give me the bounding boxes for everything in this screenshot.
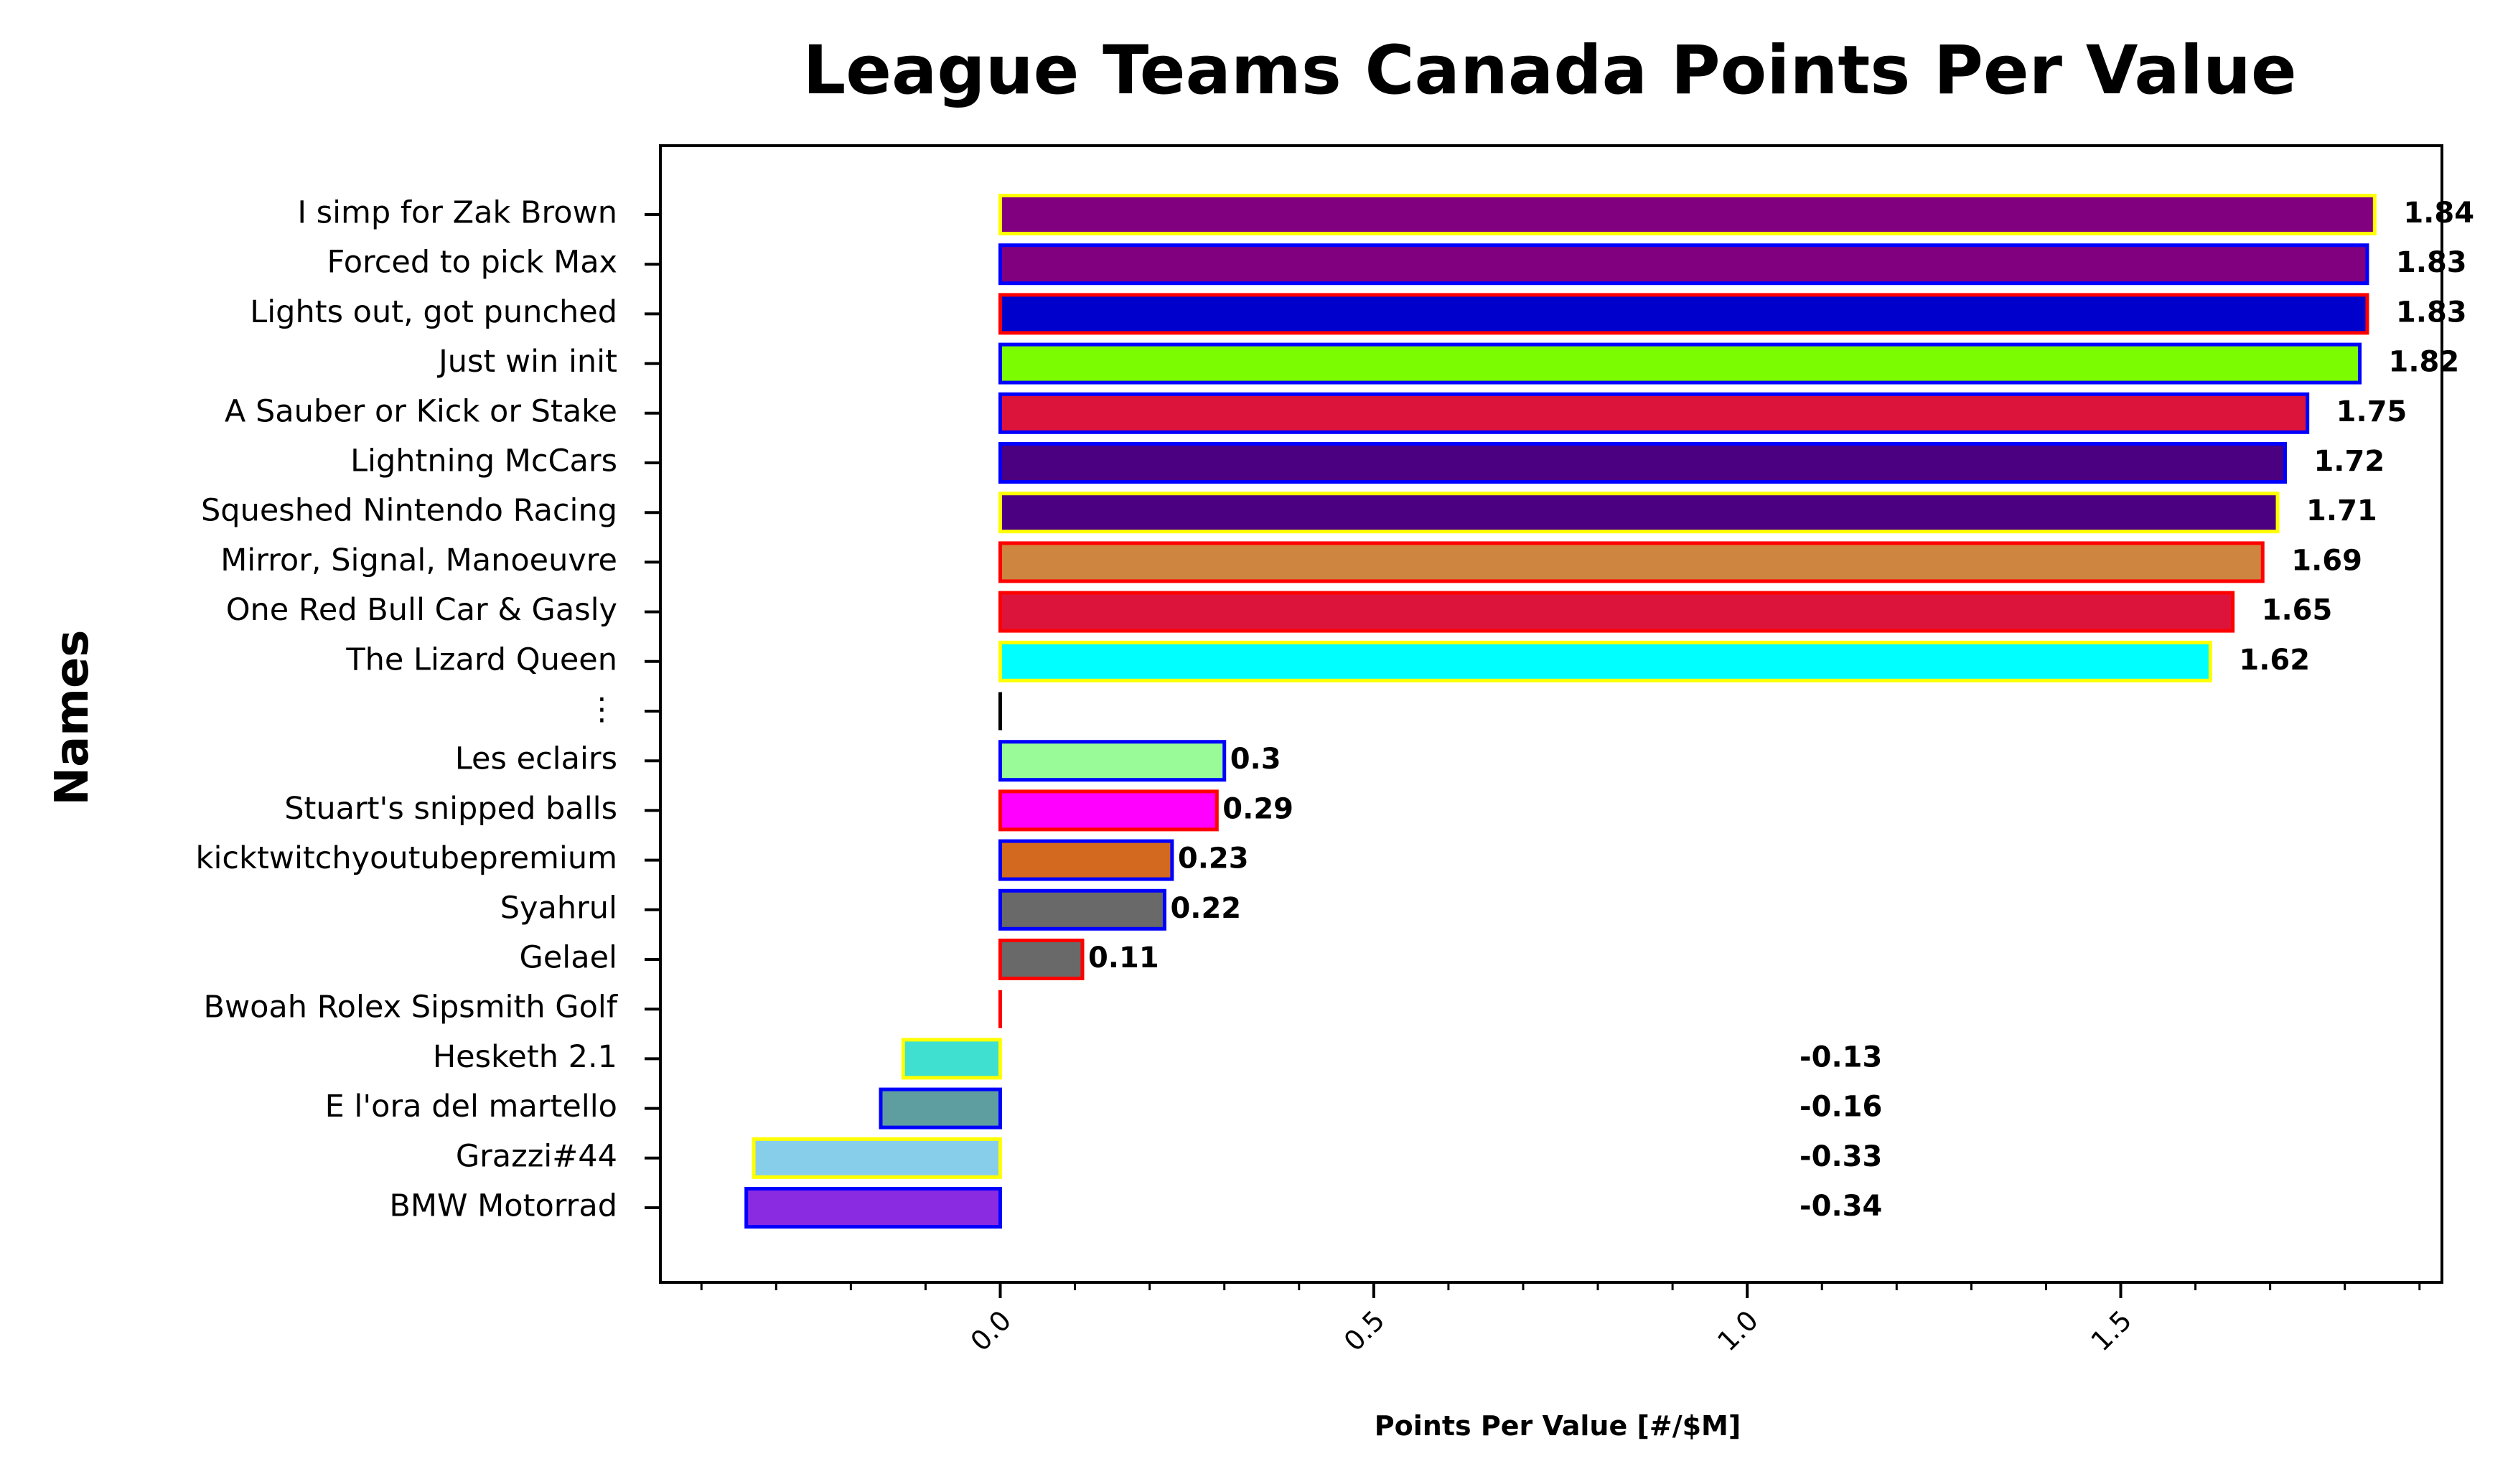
bar-value-label: 1.83 [2396, 296, 2467, 329]
bar-value-label: 1.62 [2239, 644, 2310, 677]
bar-value-label: 0.29 [1222, 792, 1293, 825]
y-tick-label: kicktwitchyoutubepremium [196, 840, 617, 876]
bar [901, 1038, 1003, 1080]
chart-title: League Teams Canada Points Per Value [802, 32, 2296, 110]
y-tick-label: One Red Bull Car & Gasly [226, 592, 617, 628]
x-tick-label: 1.5 [2084, 1305, 2138, 1358]
y-tick-label: Grazzi#44 [456, 1138, 617, 1174]
bar-value-label: 0.3 [1230, 743, 1281, 776]
bar-value-label: 0.22 [1170, 892, 1241, 925]
bar-value-label: -0.34 [1800, 1190, 1882, 1223]
bar-value-label: 1.72 [2313, 445, 2385, 478]
bar [998, 939, 1085, 980]
x-tick-label: 0.5 [1338, 1305, 1391, 1358]
y-tick-label: Squeshed Nintendo Racing [201, 493, 617, 529]
bar [998, 789, 1219, 832]
bar [998, 888, 1166, 931]
bar [998, 839, 1174, 881]
y-tick-label: Just win init [436, 344, 617, 380]
bar-value-label: 1.75 [2336, 395, 2407, 428]
bar [998, 342, 2362, 385]
bar [998, 243, 2369, 286]
bar-value-label: 0.11 [1088, 941, 1159, 975]
y-tick-label: Stuart's snipped balls [284, 791, 617, 827]
bar-value-label: 1.65 [2262, 594, 2333, 627]
bar [998, 492, 2280, 534]
bar-value-label: -0.16 [1800, 1091, 1882, 1124]
bar [998, 541, 2265, 583]
y-tick-label: Hesketh 2.1 [433, 1039, 617, 1075]
bar [744, 1187, 1003, 1229]
bar-value-label: 1.69 [2291, 544, 2362, 577]
bar [998, 640, 2212, 682]
plot-frame [659, 144, 2443, 1284]
bar-value-label: -0.33 [1800, 1140, 1882, 1173]
bar-value-label: 1.83 [2396, 246, 2467, 279]
y-tick-label: BMW Motorrad [389, 1188, 617, 1224]
chart-marks: I simp for Zak Brown 1.84 Forced to pick M… [196, 194, 2474, 1358]
bar-value-label: 1.71 [2306, 494, 2377, 527]
bar [998, 591, 2235, 633]
y-tick-label: Mirror, Signal, Manoeuvre [220, 543, 617, 578]
y-tick-label: The Lizard Queen [345, 642, 617, 677]
bar-value-label: -0.13 [1800, 1041, 1882, 1074]
bar-value-label: 1.82 [2389, 346, 2460, 379]
y-tick-label: Les eclairs [455, 741, 617, 777]
y-axis-label: Names [46, 630, 99, 806]
y-tick-label: Lightning McCars [350, 443, 617, 479]
bar [879, 1087, 1003, 1130]
x-tick-label: 0.0 [964, 1305, 1017, 1358]
bar-value-label: 1.84 [2403, 197, 2474, 230]
bar [998, 392, 2310, 434]
y-tick-label: ⋮ [586, 692, 617, 728]
bar [998, 194, 2377, 235]
bar [998, 442, 2287, 484]
y-tick-label: Syahrul [500, 890, 617, 926]
y-tick-label: E l'ora del martello [325, 1089, 617, 1124]
y-tick-label: Forced to pick Max [327, 245, 618, 281]
x-tick-label: 1.0 [1711, 1305, 1764, 1358]
x-axis-label: Points Per Value [#/$M] [1375, 1410, 1741, 1442]
bar [998, 293, 2369, 335]
bar [752, 1137, 1003, 1179]
bar-value-label: 0.23 [1178, 842, 1249, 875]
y-tick-label: I simp for Zak Brown [297, 195, 617, 231]
y-tick-label: Bwoah Rolex Sipsmith Golf [203, 990, 617, 1025]
y-tick-label: Lights out, got punched [250, 294, 617, 330]
bar [998, 740, 1227, 782]
y-tick-label: A Sauber or Kick or Stake [225, 393, 617, 429]
y-tick-label: Gelael [520, 940, 617, 976]
